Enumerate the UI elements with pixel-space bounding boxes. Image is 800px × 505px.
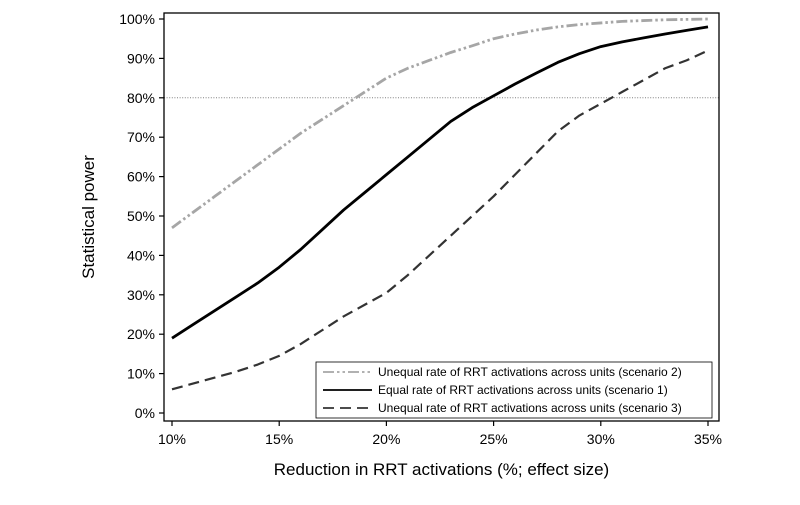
plot-frame: [163, 12, 720, 422]
x-tick-label: 30%: [587, 431, 615, 447]
x-tick-label: 20%: [372, 431, 400, 447]
axis-ticks: 0%10%20%30%40%50%60%70%80%90%100%10% 15% 2…: [119, 11, 722, 447]
legend-label-3: Unequal rate of RRT activations across u…: [378, 401, 682, 415]
y-tick-label: 60%: [127, 169, 155, 185]
legend: Unequal rate of RRT activations across u…: [315, 361, 713, 419]
series-layer: [171, 17, 709, 391]
y-tick-label: 80%: [127, 90, 155, 106]
x-tick-label: 35%: [694, 431, 722, 447]
legend-label-1: Unequal rate of RRT activations across u…: [378, 365, 682, 379]
legend-label-2: Equal rate of RRT activations across uni…: [378, 383, 668, 397]
series-line-2: [171, 25, 709, 340]
x-axis-title: Reduction in RRT activations (%; effect …: [274, 460, 609, 479]
y-tick-label: 40%: [127, 247, 155, 263]
x-tick-label: 15%: [265, 431, 293, 447]
y-tick-label: 90%: [127, 50, 155, 66]
y-tick-label: 30%: [127, 287, 155, 303]
y-tick-label: 0%: [135, 405, 155, 421]
y-axis-title: Statistical power: [79, 155, 98, 279]
y-tick-label: 20%: [127, 326, 155, 342]
y-tick-label: 50%: [127, 208, 155, 224]
series-line-3: [171, 49, 709, 391]
x-tick-label: 10%: [158, 431, 186, 447]
x-tick-label: 25%: [480, 431, 508, 447]
y-tick-label: 100%: [119, 11, 155, 27]
legend-box: [315, 361, 713, 419]
series-line-1: [171, 17, 709, 229]
y-tick-label: 70%: [127, 129, 155, 145]
y-tick-label: 10%: [127, 366, 155, 382]
